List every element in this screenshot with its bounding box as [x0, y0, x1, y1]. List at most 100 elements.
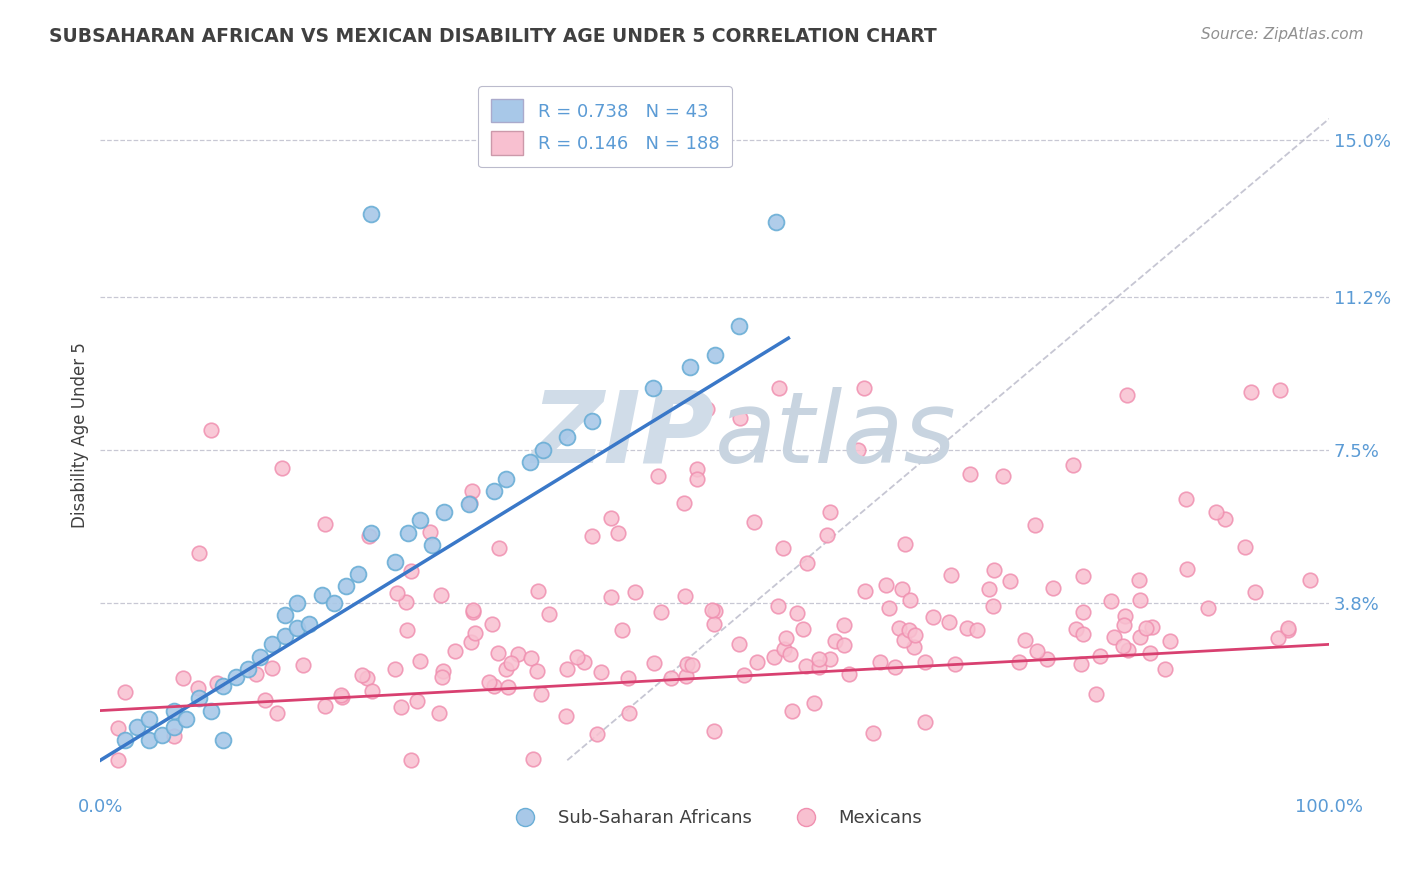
Point — [765, 215, 787, 229]
Point — [555, 430, 578, 444]
Point — [1116, 388, 1139, 402]
Point — [1153, 662, 1175, 676]
Point — [600, 590, 623, 604]
Point — [1062, 458, 1084, 473]
Point — [1064, 622, 1087, 636]
Point — [1112, 639, 1135, 653]
Point — [1175, 492, 1198, 507]
Point — [1014, 633, 1036, 648]
Point — [356, 671, 378, 685]
Point — [824, 634, 846, 648]
Point — [1277, 621, 1299, 635]
Point — [1084, 687, 1107, 701]
Point — [1270, 383, 1292, 397]
Point — [959, 467, 981, 481]
Text: ZIP: ZIP — [531, 387, 714, 483]
Point — [236, 662, 259, 676]
Point — [557, 661, 579, 675]
Point — [200, 423, 222, 437]
Point — [357, 529, 380, 543]
Point — [763, 650, 786, 665]
Point — [314, 516, 336, 531]
Point — [869, 655, 891, 669]
Point — [1036, 652, 1059, 666]
Point — [703, 348, 725, 362]
Point — [1197, 600, 1219, 615]
Point — [792, 622, 814, 636]
Point — [409, 513, 432, 527]
Point — [966, 623, 988, 637]
Point — [187, 546, 209, 560]
Point — [1114, 609, 1136, 624]
Point — [1213, 511, 1236, 525]
Point — [433, 505, 456, 519]
Point — [838, 667, 860, 681]
Point — [249, 649, 271, 664]
Point — [914, 714, 936, 729]
Y-axis label: Disability Age Under 5: Disability Age Under 5 — [72, 343, 89, 528]
Point — [772, 541, 794, 555]
Point — [659, 672, 682, 686]
Point — [114, 732, 136, 747]
Point — [1070, 657, 1092, 671]
Point — [921, 610, 943, 624]
Point — [1135, 621, 1157, 635]
Point — [768, 599, 790, 613]
Point — [443, 644, 465, 658]
Point — [285, 596, 308, 610]
Point — [898, 623, 921, 637]
Point — [432, 664, 454, 678]
Point — [384, 555, 406, 569]
Point — [488, 541, 510, 556]
Point — [853, 381, 876, 395]
Point — [943, 657, 966, 672]
Point — [862, 726, 884, 740]
Point — [938, 615, 960, 629]
Point — [360, 525, 382, 540]
Point — [877, 601, 900, 615]
Point — [815, 528, 838, 542]
Point — [624, 585, 647, 599]
Point — [808, 652, 831, 666]
Point — [163, 704, 186, 718]
Point — [606, 526, 628, 541]
Point — [983, 599, 1005, 613]
Point — [1244, 585, 1267, 599]
Point — [224, 671, 246, 685]
Point — [1277, 624, 1299, 638]
Point — [496, 680, 519, 694]
Point — [361, 684, 384, 698]
Point — [728, 637, 751, 651]
Point — [956, 621, 979, 635]
Point — [617, 671, 640, 685]
Point — [127, 720, 149, 734]
Point — [458, 497, 481, 511]
Point — [499, 657, 522, 671]
Point — [311, 588, 333, 602]
Point — [187, 681, 209, 695]
Point — [527, 583, 550, 598]
Point — [430, 588, 453, 602]
Point — [332, 690, 354, 704]
Point — [581, 529, 603, 543]
Point — [335, 579, 357, 593]
Point — [703, 617, 725, 632]
Point — [495, 662, 517, 676]
Point — [1159, 633, 1181, 648]
Point — [138, 712, 160, 726]
Point — [486, 647, 509, 661]
Point — [686, 462, 709, 476]
Point — [903, 640, 925, 655]
Point — [894, 537, 917, 551]
Point — [673, 496, 696, 510]
Point — [782, 704, 804, 718]
Point — [432, 670, 454, 684]
Point — [703, 604, 725, 618]
Point — [733, 667, 755, 681]
Point — [1129, 631, 1152, 645]
Point — [495, 472, 517, 486]
Point — [463, 605, 485, 619]
Point — [779, 647, 801, 661]
Point — [1099, 593, 1122, 607]
Point — [172, 671, 194, 685]
